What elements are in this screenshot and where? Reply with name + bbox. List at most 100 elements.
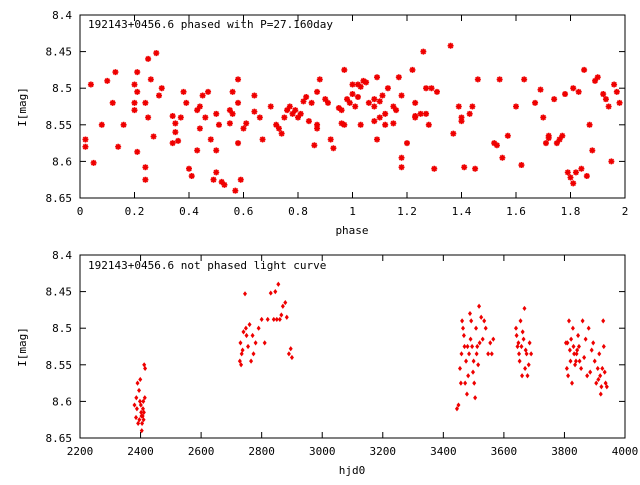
unphased-data-point [523, 347, 528, 353]
phased-data-point [403, 139, 411, 147]
unphased-data-point [601, 318, 606, 324]
unphased-data-point [525, 373, 530, 379]
unphased-data-point [520, 329, 525, 335]
unphased-data-point [456, 402, 461, 408]
unphased-data-point [141, 409, 146, 415]
phased-data-point [149, 132, 158, 141]
phased-data-point [356, 82, 365, 91]
unphased-data-point [135, 380, 140, 386]
phased-x-tick-labels: 0 0.2 0.4 0.6 0.8 1 1.2 1.4 1.6 1.8 2 [77, 205, 629, 218]
phased-data-point [345, 99, 354, 107]
phased-y-tick-labels: 8.4 8.45 8.5 8.55 8.6 8.65 [46, 9, 73, 205]
unphased-data-point [591, 340, 596, 346]
unphased-data-point [598, 373, 603, 379]
phased-data-point [228, 110, 237, 118]
unphased-data-point [604, 384, 609, 390]
unphased-data-point [141, 417, 146, 423]
unphased-data-point [268, 290, 273, 296]
phased-data-point [574, 88, 583, 96]
phased-data-point [141, 175, 150, 184]
phased-data-point [313, 124, 321, 133]
phased-data-point [411, 99, 419, 107]
phased-data-point [81, 142, 90, 151]
unphased-data-point [597, 351, 602, 357]
phased-data-point [517, 161, 526, 169]
unphased-tick-marks [79, 254, 626, 439]
unphased-data-point [244, 332, 249, 339]
unphased-data-point [588, 369, 593, 375]
phased-data-point [613, 88, 621, 96]
phased-data-point [531, 99, 539, 107]
phased-data-point [168, 139, 177, 147]
phased-data-point [495, 75, 504, 84]
phased-y-tick-label: 8.5 [52, 82, 72, 95]
unphased-data-point [464, 391, 469, 397]
phased-data-point [133, 88, 142, 96]
unphased-data-point [586, 325, 591, 331]
unphased-data-point [468, 336, 473, 342]
unphased-data-point [280, 303, 285, 309]
phased-x-tick-label: 0.2 [125, 205, 145, 218]
phased-data-point [446, 41, 455, 50]
phased-data-point [196, 102, 204, 111]
unphased-data-point [460, 318, 465, 324]
phased-data-point [370, 117, 379, 125]
unphased-data-point [516, 340, 521, 346]
phased-data-point [302, 93, 310, 101]
phased-data-point [329, 144, 338, 153]
phased-data-point [454, 102, 463, 111]
unphased-data-point [467, 310, 472, 317]
unphased-y-tick-label: 8.45 [46, 286, 73, 299]
phased-data-point [422, 110, 430, 118]
phased-data-point [212, 146, 221, 155]
phased-data-point [266, 102, 275, 111]
phased-x-tick-label: 1 [349, 205, 356, 218]
phased-x-tick-label: 1.8 [561, 205, 581, 218]
phased-x-tick-label: 0.4 [179, 205, 199, 218]
unphased-data-point [517, 351, 522, 357]
phased-data-point [569, 179, 578, 188]
phased-x-tick-label: 2 [622, 205, 629, 218]
phased-data-point [144, 113, 152, 122]
unphased-data-point [521, 336, 526, 342]
phased-data-point [397, 163, 406, 172]
unphased-data-point [482, 318, 487, 324]
phased-data-point [236, 175, 245, 184]
phased-data-point [348, 80, 357, 89]
phased-data-point [291, 106, 300, 114]
unphased-data-point [573, 358, 578, 364]
phased-data-point [182, 99, 191, 107]
phased-data-point [340, 66, 349, 74]
phased-data-point [365, 99, 373, 107]
unphased-data-point [523, 365, 528, 372]
phased-data-point [207, 135, 215, 144]
unphased-data-point [277, 316, 282, 323]
phased-data-point [242, 119, 251, 128]
unphased-data-point [140, 413, 145, 419]
unphased-data-point [600, 365, 605, 372]
unphased-data-point [247, 321, 252, 328]
phased-data-point [356, 121, 365, 129]
phased-data-point [471, 164, 479, 173]
phased-data-point [449, 129, 458, 138]
phased-data-point [604, 102, 613, 111]
unphased-data-point [585, 373, 590, 379]
phased-data-point [520, 75, 528, 84]
phased-x-tick-label: 1.2 [397, 205, 417, 218]
unphased-data-point [514, 332, 519, 339]
phased-data-point [250, 107, 259, 116]
unphased-data-point [462, 343, 467, 350]
unphased-data-point [596, 376, 601, 383]
unphased-data-point [576, 332, 581, 339]
unphased-data-point [461, 332, 466, 339]
phased-data-point [212, 168, 221, 177]
phased-data-point [381, 121, 390, 129]
unphased-data-point [241, 329, 246, 335]
unphased-data-point [603, 380, 608, 386]
unphased-data-point [598, 391, 603, 397]
phased-data-point [370, 95, 379, 103]
phased-data-point [286, 102, 294, 111]
unphased-data-point [137, 387, 142, 394]
phased-y-tick-label: 8.55 [46, 119, 73, 132]
